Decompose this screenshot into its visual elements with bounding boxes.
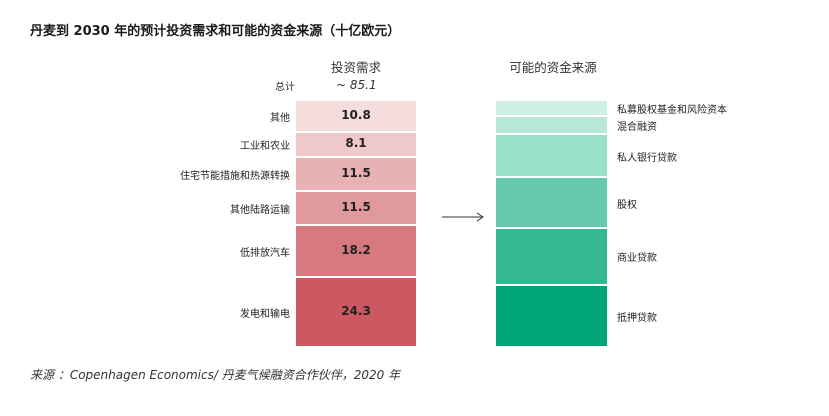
investment-category-label: 低排放汽车 — [240, 248, 290, 259]
investment-bar — [296, 191, 416, 224]
funding-source-header: 可能的资金来源 — [509, 60, 597, 75]
funding-source-bar — [496, 178, 607, 227]
investment-bar — [296, 157, 416, 190]
funding-source-label: 混合融资 — [617, 121, 657, 133]
investment-bar — [296, 133, 416, 156]
funding-source-label: 商业贷款 — [617, 253, 657, 265]
total-value: ~ 85.1 — [336, 78, 377, 92]
investment-category-label: 其他 — [270, 113, 290, 125]
investment-category-label: 其他陆路运输 — [230, 204, 290, 216]
funding-source-bar — [496, 116, 607, 133]
investment-value-label: 24.3 — [341, 304, 371, 319]
investment-value-label: 11.5 — [341, 165, 371, 180]
funding-source-label: 股权 — [617, 199, 637, 211]
investment-value-label: 10.8 — [341, 108, 371, 123]
investment-category-label: 住宅节能措施和热源转换 — [180, 170, 290, 182]
investment-value-label: 18.2 — [341, 243, 371, 257]
source-note: 来源 ：Copenhagen Economics/ 丹麦气候融资合作伙伴，202… — [30, 368, 401, 382]
investment-bar — [296, 278, 416, 346]
investment-category-label: 发电和输电 — [240, 309, 290, 321]
total-label: 总计 — [275, 82, 295, 93]
arrow-icon — [442, 212, 484, 222]
funding-source-bar — [496, 134, 607, 177]
funding-source-bar — [496, 101, 607, 115]
investment-value-label: 11.5 — [341, 199, 371, 214]
funding-source-bar — [496, 286, 607, 346]
chart-title: 丹麦到 2030 年的预计投资需求和可能的资金来源（十亿欧元） — [30, 24, 401, 39]
investment-bar — [296, 101, 416, 132]
investment-value-label: 8.1 — [345, 136, 367, 151]
funding-source-label: 私人银行贷款 — [617, 152, 677, 164]
funding-source-label: 抵押贷款 — [617, 313, 657, 325]
investment-category-label: 工业和农业 — [240, 141, 290, 153]
funding-source-bar — [496, 228, 607, 285]
funding-source-label: 私募股权基金和风险资本 — [617, 104, 727, 116]
investment-need-header: 投资需求 — [330, 60, 381, 75]
investment-bar — [296, 225, 416, 277]
